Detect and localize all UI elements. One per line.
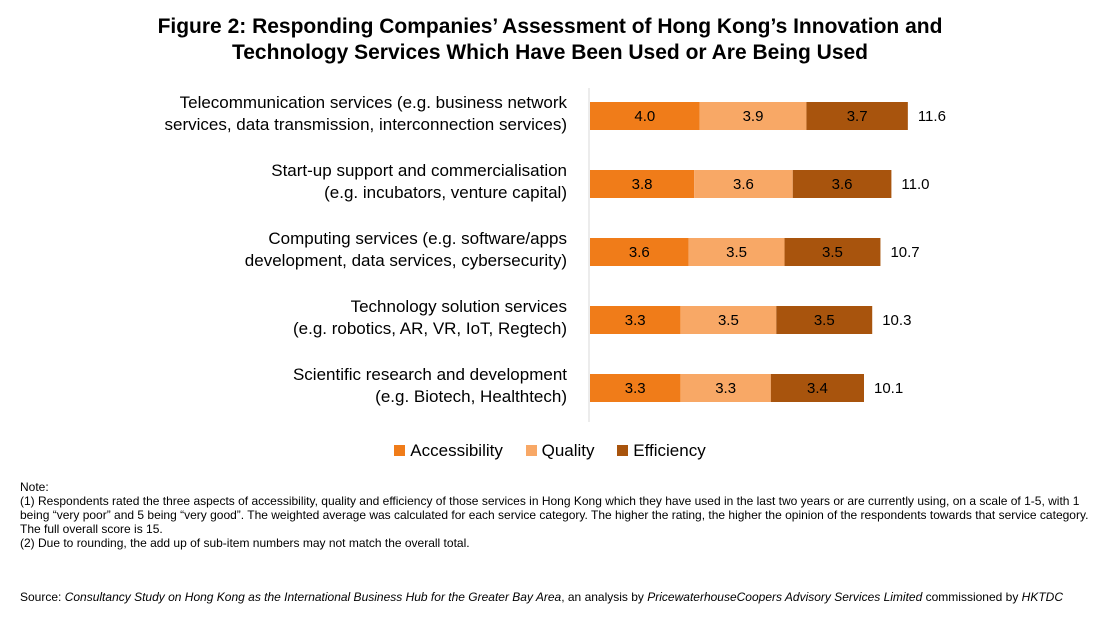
- legend-label-efficiency: Efficiency: [633, 441, 706, 460]
- source-middle: , an analysis by: [561, 590, 648, 604]
- category-label-3-line-1: Computing services (e.g. software/apps: [268, 229, 567, 248]
- bar-efficiency-5: [770, 374, 864, 402]
- bar-quality-1: [699, 102, 807, 130]
- legend-item-accessibility: Accessibility: [394, 441, 503, 461]
- total-label-3: 10.7: [890, 244, 919, 261]
- category-label-1-line-1: Telecommunication services (e.g. busines…: [180, 93, 568, 112]
- category-label-3-line-2: development, data services, cybersecurit…: [245, 251, 567, 270]
- note-heading: Note:: [20, 480, 49, 494]
- legend-item-quality: Quality: [525, 441, 595, 461]
- legend-item-efficiency: Efficiency: [617, 441, 706, 461]
- chart-title: Figure 2: Responding Companies’ Assessme…: [0, 14, 1100, 66]
- bar-accessibility-2: [590, 170, 695, 198]
- bar-quality-5: [680, 374, 771, 402]
- total-label-1: 11.6: [918, 108, 946, 125]
- note-line-1: (1) Respondents rated the three aspects …: [20, 494, 1089, 536]
- bar-efficiency-3: [784, 238, 881, 266]
- bar-label-efficiency-1: 3.7: [847, 108, 868, 125]
- bar-quality-2: [694, 170, 793, 198]
- total-label-2: 11.0: [901, 176, 929, 193]
- bar-accessibility-5: [590, 374, 681, 402]
- bar-quality-3: [688, 238, 785, 266]
- bar-efficiency-4: [776, 306, 873, 334]
- chart-note: Note: (1) Respondents rated the three as…: [20, 480, 1095, 550]
- legend-label-quality: Quality: [541, 441, 595, 460]
- bar-label-accessibility-5: 3.3: [625, 380, 646, 397]
- chart-title-line-2: Technology Services Which Have Been Used…: [231, 41, 869, 64]
- source-study-title: Consultancy Study on Hong Kong as the In…: [64, 590, 562, 604]
- legend-swatch-quality: [525, 445, 537, 456]
- source-commissioner: HKTDC: [1021, 590, 1063, 604]
- chart-legend: Accessibility Quality Efficiency: [0, 441, 1100, 461]
- bar-label-accessibility-2: 3.8: [632, 176, 653, 193]
- bar-label-efficiency-5: 3.4: [807, 380, 828, 397]
- bar-label-accessibility-3: 3.6: [629, 244, 650, 261]
- note-line-2: (2) Due to rounding, the add up of sub-i…: [20, 536, 470, 550]
- total-label-4: 10.3: [882, 312, 911, 329]
- legend-label-accessibility: Accessibility: [410, 441, 503, 460]
- bar-quality-4: [680, 306, 777, 334]
- bar-label-quality-2: 3.6: [733, 176, 754, 193]
- bar-label-quality-5: 3.3: [715, 380, 736, 397]
- source-prefix: Source:: [20, 590, 65, 604]
- bar-label-quality-3: 3.5: [726, 244, 747, 261]
- bar-accessibility-4: [590, 306, 681, 334]
- total-label-5: 10.1: [874, 380, 903, 397]
- legend-swatch-efficiency: [617, 445, 629, 456]
- bar-accessibility-1: [590, 102, 700, 130]
- category-label-5-line-1: Scientific research and development: [293, 365, 567, 384]
- category-label-2-line-1: Start-up support and commercialisation: [271, 161, 567, 180]
- bar-accessibility-3: [590, 238, 689, 266]
- bar-label-efficiency-2: 3.6: [832, 176, 853, 193]
- bar-label-accessibility-4: 3.3: [625, 312, 646, 329]
- category-label-4-line-1: Technology solution services: [351, 297, 567, 316]
- category-label-1-line-2: services, data transmission, interconnec…: [165, 115, 568, 134]
- category-label-4-line-2: (e.g. robotics, AR, VR, IoT, Regtech): [293, 319, 567, 338]
- bar-label-quality-1: 3.9: [743, 108, 764, 125]
- source-commissioned: commissioned by: [922, 590, 1022, 604]
- source-analyst: PricewaterhouseCoopers Advisory Services…: [647, 590, 923, 604]
- bar-label-quality-4: 3.5: [718, 312, 739, 329]
- bar-label-efficiency-4: 3.5: [814, 312, 835, 329]
- chart-source: Source: Consultancy Study on Hong Kong a…: [20, 590, 1080, 605]
- bar-efficiency-1: [806, 102, 908, 130]
- bar-efficiency-2: [792, 170, 892, 198]
- category-label-2-line-2: (e.g. incubators, venture capital): [324, 183, 567, 202]
- bar-label-efficiency-3: 3.5: [822, 244, 843, 261]
- stacked-bar-chart: Telecommunication services (e.g. busines…: [165, 88, 946, 422]
- legend-swatch-accessibility: [394, 445, 406, 456]
- category-label-5-line-2: (e.g. Biotech, Healthtech): [375, 387, 567, 406]
- bar-label-accessibility-1: 4.0: [634, 108, 655, 125]
- chart-title-line-1: Figure 2: Responding Companies’ Assessme…: [157, 15, 943, 38]
